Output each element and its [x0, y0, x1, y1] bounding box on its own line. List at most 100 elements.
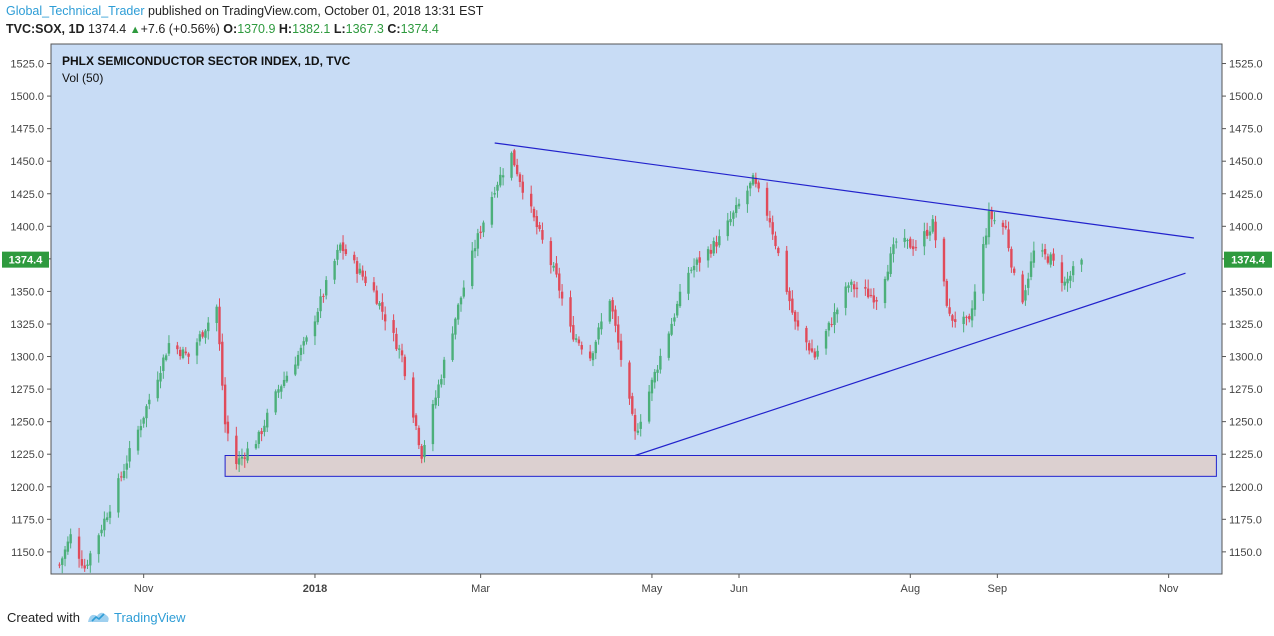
- candle: [139, 419, 143, 438]
- open-label: O:: [223, 22, 238, 36]
- candle: [715, 235, 718, 254]
- candle-body: [513, 150, 516, 166]
- candle-body: [162, 357, 165, 372]
- candle-body: [148, 399, 151, 405]
- candle-body: [423, 445, 426, 458]
- candle-body: [827, 322, 831, 331]
- candle-body: [793, 311, 797, 322]
- candle-body: [768, 218, 772, 223]
- candle: [1069, 270, 1072, 289]
- candle-body: [375, 290, 378, 304]
- candle-body: [204, 330, 207, 338]
- tradingview-logo-icon[interactable]: [86, 610, 110, 627]
- candle-body: [414, 415, 418, 426]
- candle: [417, 425, 421, 450]
- candle: [816, 345, 819, 360]
- candle-body: [558, 273, 561, 291]
- candle: [353, 251, 356, 264]
- candle: [875, 296, 878, 310]
- candle-body: [788, 290, 791, 302]
- candle: [120, 471, 123, 482]
- candle: [796, 311, 800, 331]
- candle: [108, 504, 112, 525]
- candle: [895, 238, 898, 249]
- candle-body: [117, 478, 120, 513]
- x-tick-label: Nov: [134, 583, 154, 595]
- candle-body: [125, 463, 129, 470]
- candle-body: [580, 345, 583, 350]
- ascending-trendline[interactable]: [634, 272, 1186, 457]
- candle: [66, 536, 70, 555]
- left-price-axis[interactable]: [0, 44, 51, 574]
- candle: [103, 511, 106, 537]
- candle-body: [757, 182, 760, 189]
- candle-body: [58, 564, 61, 566]
- candle: [1063, 276, 1066, 290]
- candle-body: [1024, 290, 1027, 301]
- candle-body: [221, 341, 224, 386]
- candle-body: [970, 308, 974, 321]
- candle: [572, 316, 575, 342]
- candle: [266, 408, 269, 433]
- y-tick-label-left: 1275.0: [10, 384, 44, 396]
- candle: [751, 172, 755, 186]
- candle: [240, 448, 244, 466]
- candle: [1010, 246, 1013, 273]
- candle-body: [532, 208, 536, 218]
- candle: [451, 326, 454, 362]
- candle-body: [296, 354, 300, 366]
- price-chart[interactable]: 1150.0 1150.0 1175.0 1175.0 1200.0 1200.0 1225…: [0, 0, 1274, 606]
- candle: [235, 426, 238, 470]
- candle: [594, 339, 597, 360]
- candle-body: [718, 236, 721, 246]
- candle-body: [872, 295, 875, 303]
- price-tag-label-right: 1374.4: [1231, 255, 1266, 267]
- candle-body: [277, 389, 280, 393]
- y-tick-label-right: 1500.0: [1229, 91, 1263, 103]
- support-zone-layer: [224, 454, 1217, 477]
- candle: [80, 550, 84, 569]
- candle-body: [973, 291, 977, 310]
- candle: [532, 206, 536, 222]
- candle-body: [440, 379, 443, 385]
- candle: [58, 562, 61, 569]
- candle-body: [667, 333, 670, 358]
- candle-body: [353, 254, 356, 261]
- candle-body: [515, 164, 519, 175]
- open-value: 1370.9: [237, 22, 276, 36]
- candle-body: [737, 203, 741, 207]
- support-zone-box[interactable]: [224, 454, 1217, 477]
- candle: [77, 527, 81, 568]
- price-tag-right: [1224, 251, 1272, 268]
- candle-body: [274, 391, 277, 413]
- candle-body: [378, 303, 381, 306]
- candle-body: [341, 242, 345, 252]
- candle: [692, 258, 696, 278]
- candle: [1041, 243, 1044, 258]
- candle: [381, 293, 384, 320]
- candle-body: [982, 244, 985, 294]
- x-tick-label: Sep: [988, 583, 1008, 595]
- y-tick-label-left: 1450.0: [10, 156, 44, 168]
- y-tick-label-right: 1300.0: [1229, 352, 1263, 364]
- tradingview-link[interactable]: TradingView: [113, 610, 186, 625]
- candle-body: [875, 300, 878, 302]
- plot-area[interactable]: [50, 43, 1223, 575]
- author-link[interactable]: Global_Technical_Trader: [6, 4, 145, 18]
- right-price-axis[interactable]: [1222, 44, 1274, 574]
- candle-body: [254, 444, 258, 449]
- candle-body: [791, 298, 794, 313]
- candle: [903, 229, 906, 248]
- y-tick-label-left: 1250.0: [10, 417, 44, 429]
- candle-body: [420, 446, 423, 459]
- descending-trendline[interactable]: [494, 142, 1194, 239]
- candle: [617, 316, 620, 350]
- candle-body: [810, 348, 814, 352]
- candle-body: [687, 272, 690, 294]
- candle-body: [560, 291, 564, 299]
- candle-body: [223, 384, 227, 425]
- candle-body: [496, 184, 499, 191]
- candle-body: [965, 316, 968, 318]
- candle-body: [712, 241, 715, 254]
- candle: [83, 558, 86, 572]
